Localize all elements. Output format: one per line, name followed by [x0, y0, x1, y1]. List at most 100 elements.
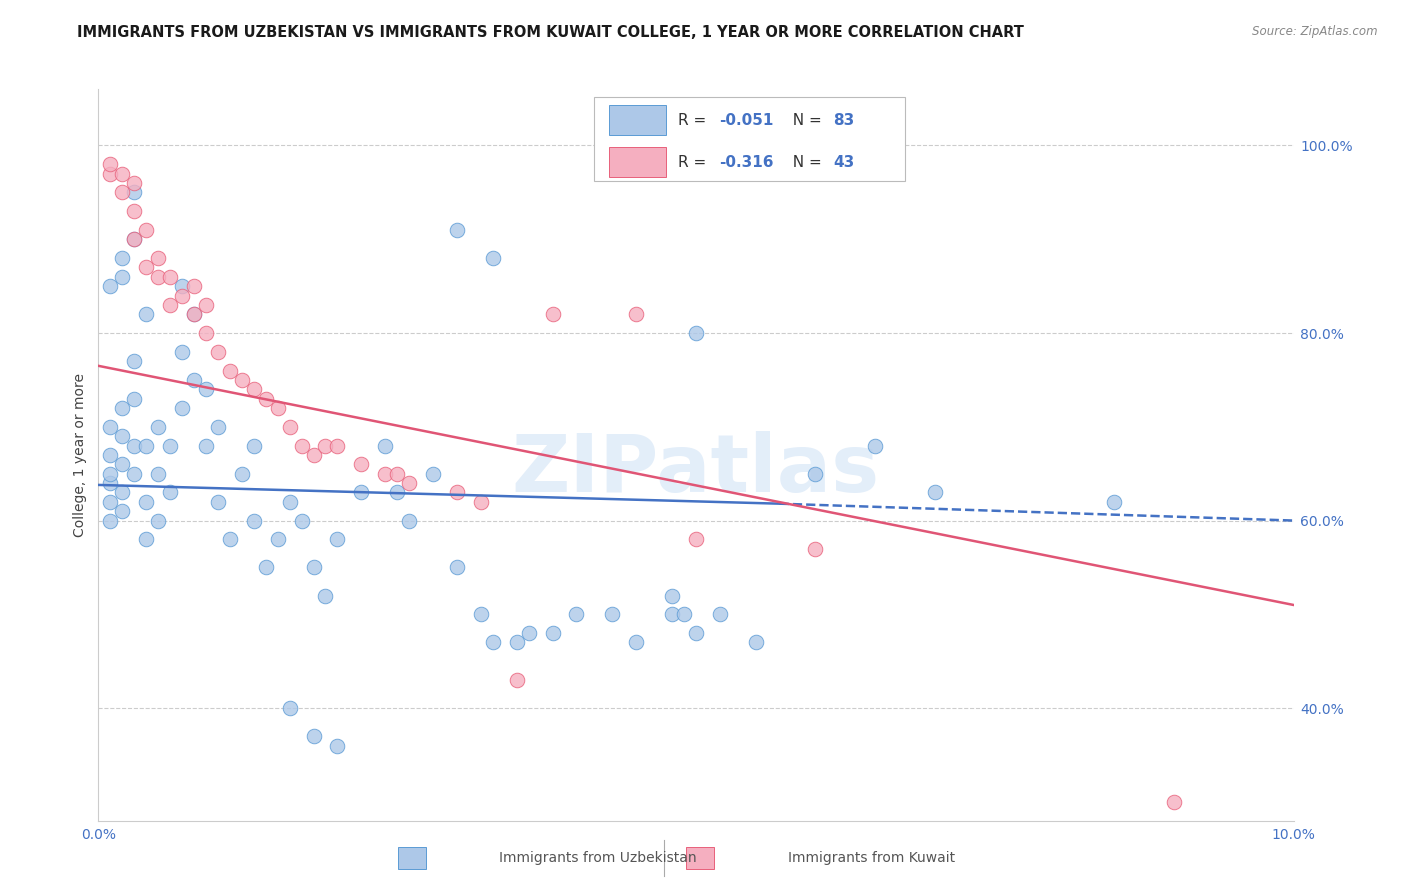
Text: R =: R =	[678, 112, 711, 128]
Point	[124, 438, 146, 452]
Point	[183, 373, 205, 387]
Point	[207, 344, 229, 359]
Point	[195, 298, 218, 312]
Point	[541, 307, 564, 321]
Point	[243, 382, 266, 396]
Point	[148, 419, 170, 434]
Point	[315, 438, 337, 452]
Point	[148, 514, 170, 528]
Text: -0.316: -0.316	[718, 154, 773, 169]
Text: Source: ZipAtlas.com: Source: ZipAtlas.com	[1253, 25, 1378, 38]
Point	[302, 448, 325, 462]
Point	[482, 635, 505, 649]
Point	[135, 223, 157, 237]
Point	[517, 626, 540, 640]
Text: -0.051: -0.051	[718, 112, 773, 128]
Point	[243, 438, 266, 452]
Text: ZIPatlas: ZIPatlas	[512, 431, 880, 508]
Point	[124, 186, 146, 200]
Point	[172, 401, 194, 415]
Point	[98, 167, 122, 181]
Text: Immigrants from Kuwait: Immigrants from Kuwait	[789, 851, 955, 865]
Point	[98, 157, 122, 171]
Point	[111, 186, 134, 200]
Point	[685, 533, 707, 547]
Point	[231, 467, 253, 481]
Text: N =: N =	[783, 154, 827, 169]
Point	[804, 467, 827, 481]
Point	[124, 176, 146, 190]
Point	[685, 326, 707, 340]
Point	[626, 307, 648, 321]
Point	[159, 269, 181, 284]
Point	[1104, 495, 1126, 509]
Point	[374, 438, 396, 452]
FancyBboxPatch shape	[595, 96, 905, 180]
Point	[865, 438, 887, 452]
Point	[446, 560, 468, 574]
Point	[326, 739, 349, 753]
FancyBboxPatch shape	[609, 104, 666, 136]
Point	[326, 533, 349, 547]
Point	[148, 467, 170, 481]
Point	[124, 392, 146, 406]
Point	[398, 514, 420, 528]
Point	[183, 279, 205, 293]
Point	[172, 288, 194, 302]
Point	[315, 589, 337, 603]
Bar	[686, 847, 714, 869]
Point	[135, 533, 157, 547]
Point	[124, 354, 146, 368]
Point	[207, 495, 229, 509]
Point	[709, 607, 731, 622]
Text: Immigrants from Uzbekistan: Immigrants from Uzbekistan	[499, 851, 696, 865]
Point	[183, 307, 205, 321]
Text: 43: 43	[834, 154, 855, 169]
Point	[148, 251, 170, 265]
Point	[661, 589, 683, 603]
Point	[231, 373, 253, 387]
Point	[350, 485, 373, 500]
Point	[482, 251, 505, 265]
Point	[111, 269, 134, 284]
Point	[135, 307, 157, 321]
Point	[135, 495, 157, 509]
Point	[159, 298, 181, 312]
Bar	[398, 847, 426, 869]
Point	[1163, 795, 1185, 809]
Y-axis label: College, 1 year or more: College, 1 year or more	[73, 373, 87, 537]
Point	[111, 485, 134, 500]
Point	[422, 467, 444, 481]
Point	[183, 307, 205, 321]
Point	[745, 635, 768, 649]
Point	[207, 419, 229, 434]
Point	[98, 467, 122, 481]
Point	[685, 626, 707, 640]
Point	[267, 533, 290, 547]
Point	[98, 514, 122, 528]
Point	[219, 533, 242, 547]
Point	[470, 607, 492, 622]
Point	[446, 223, 468, 237]
Point	[135, 438, 157, 452]
Point	[302, 729, 325, 743]
Point	[350, 458, 373, 472]
Point	[291, 514, 314, 528]
Point	[159, 485, 181, 500]
Point	[124, 232, 146, 246]
Point	[804, 541, 827, 556]
Point	[398, 476, 420, 491]
Point	[111, 167, 134, 181]
Point	[385, 467, 409, 481]
Point	[243, 514, 266, 528]
Point	[661, 607, 683, 622]
Text: R =: R =	[678, 154, 711, 169]
Point	[326, 438, 349, 452]
Point	[111, 504, 134, 518]
Point	[98, 448, 122, 462]
Point	[602, 607, 624, 622]
Point	[98, 495, 122, 509]
Point	[159, 438, 181, 452]
Point	[254, 392, 277, 406]
FancyBboxPatch shape	[609, 147, 666, 178]
